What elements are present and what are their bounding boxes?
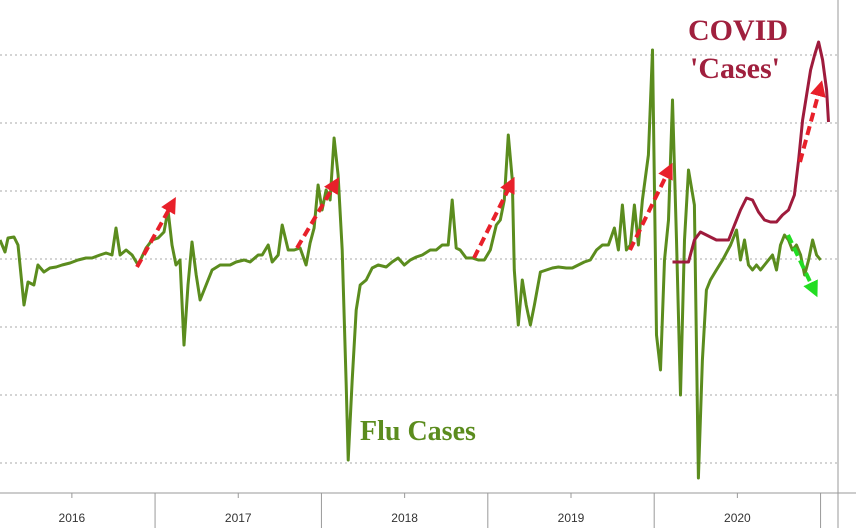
trend-arrows: [135, 80, 826, 298]
x-tick-label: 2016: [59, 511, 86, 525]
annotation: COVID: [688, 14, 788, 47]
annotation: 'Cases': [690, 52, 780, 85]
x-tick-label: 2020: [724, 511, 751, 525]
trend-arrow: [786, 234, 818, 298]
trend-arrow: [798, 80, 826, 163]
trend-arrow: [628, 162, 673, 251]
annotation: Flu Cases: [360, 416, 476, 447]
x-tick-label: 2018: [391, 511, 418, 525]
trend-arrow: [295, 177, 340, 250]
series-line: [672, 40, 830, 264]
trend-arrow: [135, 197, 176, 268]
series: [0, 40, 830, 480]
grid: [0, 54, 838, 464]
x-tick-label: 2017: [225, 511, 252, 525]
x-tick-label: 2019: [558, 511, 585, 525]
series-line: [0, 48, 822, 480]
